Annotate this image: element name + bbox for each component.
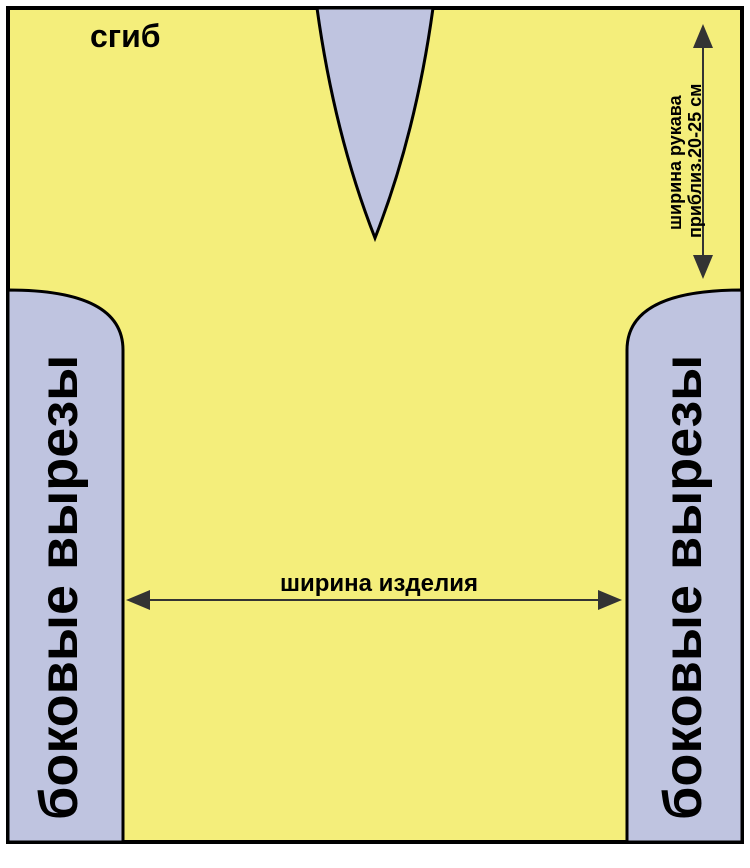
sleeve-width-label-line1: ширина рукава xyxy=(665,95,686,230)
pattern-svg xyxy=(0,0,750,863)
width-measure-label: ширина изделия xyxy=(280,570,478,598)
side-cutout-label-right: боковые вырезы xyxy=(652,355,714,820)
side-cutout-label-left: боковые вырезы xyxy=(28,355,90,820)
sleeve-width-label-line2: приблиз.20-25 см xyxy=(685,84,706,238)
fold-label: сгиб xyxy=(90,18,161,55)
pattern-diagram: сгиб боковые вырезы боковые вырезы ширин… xyxy=(0,0,750,863)
